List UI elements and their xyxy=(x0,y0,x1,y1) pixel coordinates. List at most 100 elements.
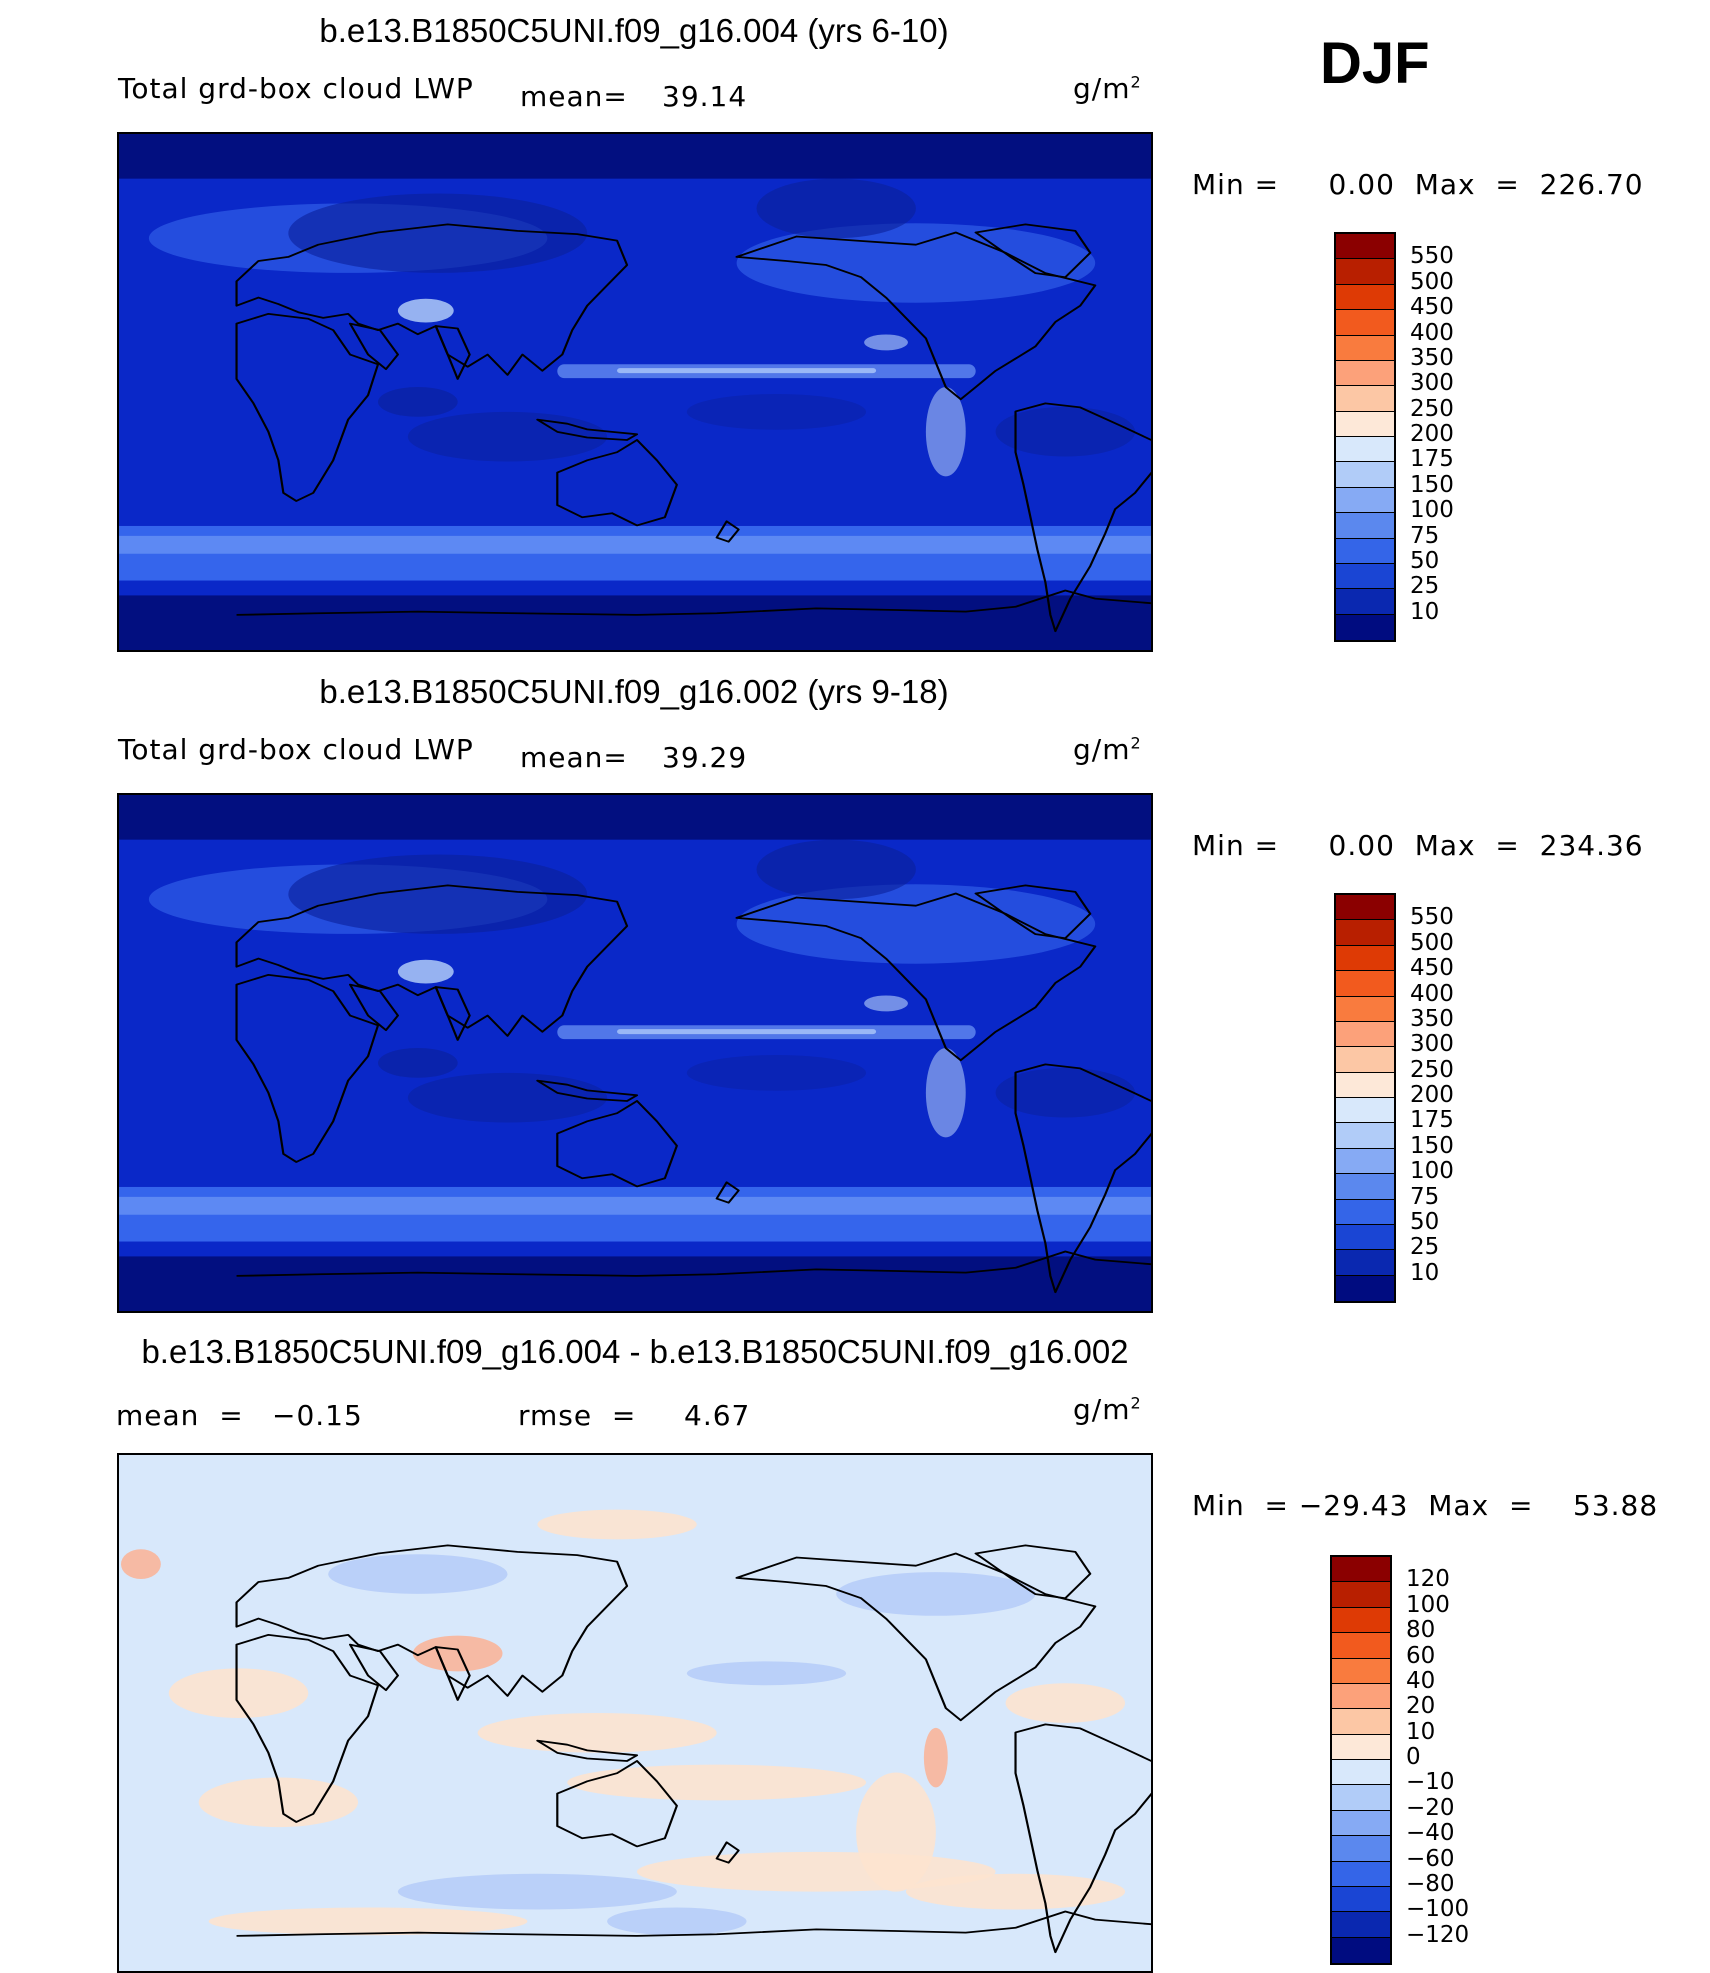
colorbar-label: 350 xyxy=(1410,344,1454,371)
colorbar-label: 10 xyxy=(1410,598,1440,625)
colorbar-label: 60 xyxy=(1406,1642,1436,1669)
colorbar-label: 80 xyxy=(1406,1617,1436,1644)
colorbar-label: 400 xyxy=(1410,980,1454,1007)
panel3-colorbar xyxy=(1330,1555,1392,1965)
panel3-map xyxy=(117,1453,1153,1973)
colorbar-swatch xyxy=(1336,1148,1394,1175)
colorbar-label: 25 xyxy=(1410,1234,1440,1261)
colorbar-label: 450 xyxy=(1410,294,1454,321)
colorbar-label: 40 xyxy=(1406,1667,1436,1694)
panel3-units: g/m2 xyxy=(1073,1393,1142,1426)
colorbar-swatch xyxy=(1332,1836,1390,1862)
colorbar-label: 300 xyxy=(1410,370,1454,397)
colorbar-swatch xyxy=(1336,310,1394,336)
panel1-mean-label: mean= xyxy=(520,80,628,113)
colorbar-swatch xyxy=(1336,589,1394,615)
panel1-title: b.e13.B1850C5UNI.f09_g16.004 (yrs 6-10) xyxy=(319,12,949,49)
colorbar-label: −10 xyxy=(1406,1769,1455,1796)
colorbar-swatch xyxy=(1332,1633,1390,1659)
colorbar-label: 75 xyxy=(1410,522,1440,549)
colorbar-swatch xyxy=(1336,513,1394,539)
colorbar-swatch xyxy=(1336,1199,1394,1225)
colorbar-label: −40 xyxy=(1406,1820,1455,1847)
colorbar-label: −20 xyxy=(1406,1794,1455,1821)
panel2-mean-value: 39.29 xyxy=(662,741,748,774)
panel1-units: g/m2 xyxy=(1073,72,1142,105)
colorbar-label: 0 xyxy=(1406,1744,1421,1770)
colorbar-swatch xyxy=(1336,1250,1394,1276)
panel2-title: b.e13.B1850C5UNI.f09_g16.002 (yrs 9-18) xyxy=(319,673,949,710)
colorbar-label: 350 xyxy=(1410,1005,1454,1032)
colorbar-label: 250 xyxy=(1410,1056,1454,1083)
colorbar-label: 250 xyxy=(1410,395,1454,422)
colorbar-swatch xyxy=(1332,1912,1390,1938)
panel2-colorbar xyxy=(1334,893,1396,1303)
panel3-rmse-label: rmse = xyxy=(518,1399,637,1432)
colorbar-swatch xyxy=(1336,1275,1394,1301)
colorbar-swatch xyxy=(1336,1021,1394,1048)
colorbar-label: 550 xyxy=(1410,904,1454,931)
colorbar-label: 400 xyxy=(1410,319,1454,346)
panel2-units: g/m2 xyxy=(1073,733,1142,766)
panel1-colorbar xyxy=(1334,232,1396,642)
colorbar-label: 75 xyxy=(1410,1183,1440,1210)
season-label: DJF xyxy=(1320,31,1430,96)
colorbar-label: 100 xyxy=(1410,1158,1454,1185)
colorbar-swatch xyxy=(1332,1760,1390,1786)
colorbar-label: 200 xyxy=(1410,421,1454,447)
colorbar-label: 150 xyxy=(1410,471,1454,498)
colorbar-swatch xyxy=(1336,996,1394,1022)
colorbar-swatch xyxy=(1336,895,1394,921)
colorbar-swatch xyxy=(1336,411,1394,437)
colorbar-label: 100 xyxy=(1406,1591,1450,1618)
colorbar-swatch xyxy=(1336,259,1394,285)
colorbar-swatch xyxy=(1336,437,1394,463)
colorbar-swatch xyxy=(1332,1785,1390,1811)
colorbar-label: 550 xyxy=(1410,243,1454,270)
panel3-title: b.e13.B1850C5UNI.f09_g16.004 - b.e13.B18… xyxy=(141,1333,1129,1370)
colorbar-swatch xyxy=(1332,1709,1390,1735)
colorbar-label: 20 xyxy=(1406,1693,1436,1720)
colorbar-swatch xyxy=(1336,971,1394,997)
colorbar-swatch xyxy=(1332,1557,1390,1583)
colorbar-label: 175 xyxy=(1410,1107,1454,1134)
colorbar-swatch xyxy=(1336,1224,1394,1251)
colorbar-swatch xyxy=(1332,1582,1390,1608)
colorbar-label: 150 xyxy=(1410,1132,1454,1159)
colorbar-label: 120 xyxy=(1406,1566,1450,1593)
panel1-variable: Total grd-box cloud LWP xyxy=(118,72,474,105)
colorbar-swatch xyxy=(1336,386,1394,412)
panel1-minmax: Min = 0.00 Max = 226.70 xyxy=(1192,168,1644,201)
colorbar-label: 500 xyxy=(1410,929,1454,956)
colorbar-swatch xyxy=(1332,1734,1390,1760)
colorbar-swatch xyxy=(1332,1810,1390,1837)
colorbar-label: 450 xyxy=(1410,955,1454,982)
colorbar-label: 500 xyxy=(1410,268,1454,295)
colorbar-label: 10 xyxy=(1406,1718,1436,1745)
colorbar-swatch xyxy=(1336,1123,1394,1149)
colorbar-label: 100 xyxy=(1410,497,1454,524)
panel2-variable: Total grd-box cloud LWP xyxy=(118,733,474,766)
colorbar-label: 10 xyxy=(1410,1259,1440,1286)
panel3-mean-label: mean = xyxy=(116,1399,244,1432)
colorbar-label: −80 xyxy=(1406,1870,1455,1897)
colorbar-swatch xyxy=(1336,920,1394,946)
colorbar-swatch xyxy=(1332,1861,1390,1887)
colorbar-label: −120 xyxy=(1406,1921,1470,1948)
colorbar-label: 300 xyxy=(1410,1031,1454,1058)
colorbar-swatch xyxy=(1336,335,1394,361)
colorbar-swatch xyxy=(1336,1072,1394,1098)
colorbar-swatch xyxy=(1332,1937,1390,1963)
colorbar-label: 50 xyxy=(1410,547,1440,574)
colorbar-swatch xyxy=(1332,1607,1390,1634)
colorbar-label: 50 xyxy=(1410,1208,1440,1235)
colorbar-swatch xyxy=(1332,1683,1390,1710)
colorbar-swatch xyxy=(1336,1047,1394,1073)
panel3-mean-value: −0.15 xyxy=(272,1399,363,1432)
colorbar-swatch xyxy=(1336,614,1394,640)
panel2-map xyxy=(117,793,1153,1313)
colorbar-swatch xyxy=(1336,1098,1394,1124)
panel2-mean-label: mean= xyxy=(520,741,628,774)
colorbar-swatch xyxy=(1336,538,1394,564)
panel3-minmax: Min = −29.43 Max = 53.88 xyxy=(1192,1489,1659,1522)
